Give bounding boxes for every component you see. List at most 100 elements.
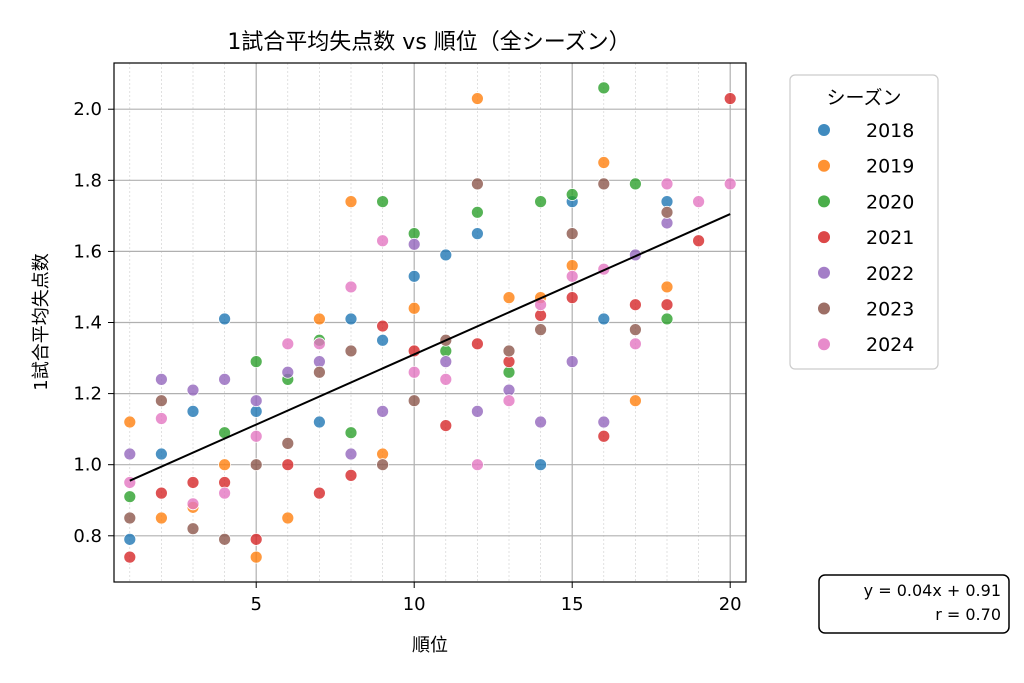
point-2021 [376, 319, 390, 333]
point-2021 [723, 92, 737, 105]
point-2021 [344, 468, 358, 482]
point-2022 [534, 415, 547, 429]
point-2024 [629, 337, 642, 351]
point-2023 [218, 532, 232, 546]
point-2024 [439, 372, 453, 386]
point-2022 [344, 447, 358, 461]
point-2022 [502, 383, 516, 397]
point-2018 [218, 312, 232, 326]
point-2019 [218, 458, 232, 472]
legend-marker-2018 [818, 124, 830, 136]
legend-box [789, 74, 939, 370]
point-2020 [565, 188, 579, 201]
y-tick-label: 0.8 [73, 526, 102, 547]
point-2018 [407, 269, 421, 283]
point-2024 [218, 486, 232, 500]
legend-label-2019: 2019 [866, 156, 914, 178]
point-2023 [186, 522, 200, 536]
point-2023 [344, 344, 358, 358]
point-2024 [660, 177, 674, 191]
y-tick-label: 2.0 [73, 99, 102, 120]
point-2018 [154, 447, 168, 461]
point-2018 [439, 248, 453, 262]
point-2020 [407, 227, 421, 241]
point-2019 [281, 511, 295, 525]
y-tick-label: 1.2 [73, 384, 102, 405]
point-2021 [281, 458, 295, 472]
point-2020 [534, 195, 547, 209]
point-2023 [470, 177, 484, 191]
point-2024 [344, 280, 358, 294]
point-2023 [249, 458, 263, 472]
point-2024 [376, 234, 390, 248]
annotation-box [818, 574, 1010, 634]
point-2023 [123, 511, 137, 525]
point-2021 [502, 355, 516, 369]
x-tick-label: 20 [719, 594, 742, 615]
point-2023 [597, 177, 611, 191]
legend-items: 2018 2019 2020 2021 2022 2023 2024 [818, 120, 914, 356]
point-2019 [249, 550, 263, 564]
legend-label-2018: 2018 [866, 120, 914, 142]
point-2021 [249, 532, 263, 546]
point-2024 [312, 337, 326, 351]
point-2022 [565, 355, 579, 369]
point-2023 [534, 323, 547, 337]
point-2022 [312, 355, 326, 369]
point-2019 [123, 415, 137, 429]
y-tick-label: 1.8 [73, 170, 102, 191]
point-2022 [218, 372, 232, 386]
point-2020 [597, 81, 611, 95]
point-2024 [186, 497, 200, 511]
correlation-coefficient: r = 0.70 [935, 605, 1001, 624]
point-2024 [692, 195, 705, 209]
point-2021 [470, 337, 484, 351]
point-2018 [344, 312, 358, 326]
legend-label-2022: 2022 [866, 263, 914, 285]
point-2023 [565, 227, 579, 241]
point-2020 [344, 426, 358, 440]
regression-annotation: y = 0.04x + 0.91 r = 0.70 [818, 574, 1010, 634]
chart-title: 1試合平均失点数 vs 順位（全シーズン） [227, 30, 630, 55]
legend-marker-2023 [818, 302, 830, 315]
point-2019 [660, 280, 674, 294]
point-2018 [534, 458, 547, 472]
point-2019 [470, 92, 484, 105]
point-2019 [565, 259, 579, 273]
point-2019 [376, 447, 390, 461]
legend-marker-2019 [818, 159, 830, 172]
point-2023 [281, 436, 295, 450]
x-tick-label: 5 [250, 594, 261, 615]
point-2024 [470, 458, 484, 472]
point-2020 [470, 205, 484, 219]
point-2021 [692, 234, 705, 248]
point-2022 [186, 383, 200, 397]
point-2023 [154, 394, 168, 408]
point-2019 [154, 511, 168, 525]
point-2018 [123, 532, 137, 546]
point-2022 [407, 237, 421, 251]
point-2020 [376, 195, 390, 209]
legend-title: シーズン [826, 87, 901, 109]
y-tick-label: 1.6 [73, 241, 102, 262]
y-axis-ticks: 0.8 1.0 1.2 1.4 1.6 1.8 2.0 [73, 99, 114, 547]
point-2018 [376, 333, 390, 347]
major-grid [114, 63, 746, 582]
regression-line [129, 213, 731, 482]
point-2020 [660, 312, 674, 326]
point-2024 [502, 394, 516, 408]
point-2022 [154, 372, 168, 386]
point-2024 [723, 177, 737, 191]
point-2018 [470, 227, 484, 241]
point-2018 [186, 404, 200, 418]
point-2020 [249, 355, 263, 369]
point-2023 [312, 365, 326, 379]
point-2022 [597, 415, 611, 429]
point-2019 [629, 394, 642, 408]
point-2023 [660, 205, 674, 219]
point-2024 [154, 412, 168, 425]
point-2018 [660, 195, 674, 209]
point-2020 [629, 177, 642, 191]
point-2021 [629, 298, 642, 312]
